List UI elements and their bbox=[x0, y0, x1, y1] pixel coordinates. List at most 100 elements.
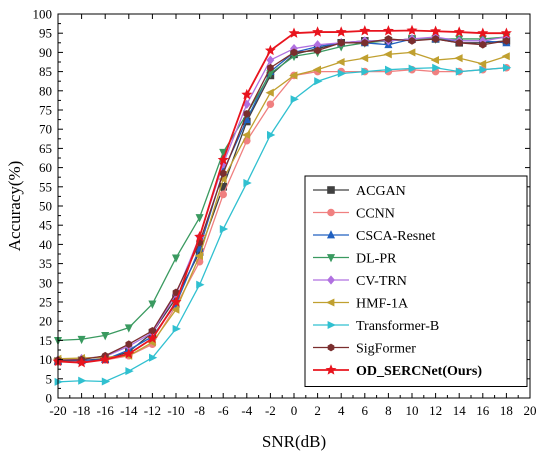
y-tick-label: 30 bbox=[39, 275, 52, 290]
y-tick-label: 75 bbox=[39, 103, 52, 118]
data-point bbox=[430, 56, 440, 65]
series-line bbox=[57, 67, 507, 383]
data-point bbox=[78, 376, 87, 385]
y-tick-label: 100 bbox=[33, 7, 53, 22]
data-point bbox=[454, 54, 463, 63]
x-tick-label: 0 bbox=[291, 403, 298, 418]
legend-entry: CSCA-Resnet bbox=[313, 229, 435, 244]
y-tick-label: 65 bbox=[39, 141, 52, 156]
data-point bbox=[314, 46, 321, 55]
series-line bbox=[57, 51, 507, 360]
data-point bbox=[172, 288, 180, 297]
data-point bbox=[407, 48, 416, 57]
data-point bbox=[453, 26, 465, 37]
data-point bbox=[477, 59, 487, 68]
data-point bbox=[219, 190, 228, 199]
y-tick-label: 5 bbox=[46, 371, 53, 386]
data-point bbox=[148, 300, 157, 309]
x-tick-label: 6 bbox=[362, 403, 369, 418]
data-point bbox=[124, 324, 133, 333]
data-point bbox=[170, 296, 182, 307]
data-point bbox=[432, 35, 439, 43]
data-point bbox=[335, 26, 347, 37]
x-tick-label: -12 bbox=[144, 403, 161, 418]
y-tick-label: 20 bbox=[39, 314, 52, 329]
x-tick-label: -8 bbox=[194, 403, 205, 418]
data-point bbox=[194, 230, 206, 242]
data-point bbox=[383, 50, 392, 59]
legend-entry: SigFormer bbox=[313, 342, 416, 357]
series-line bbox=[57, 38, 507, 362]
y-tick-label: 60 bbox=[39, 160, 52, 175]
data-point bbox=[171, 254, 181, 263]
x-tick-label: -10 bbox=[167, 403, 184, 418]
legend: ACGAN CCNN CSCA-Resnet DL-PR CV-TRN HMF-1A Tra… bbox=[304, 175, 528, 387]
legend-label: CSCA-Resnet bbox=[356, 229, 435, 244]
x-tick-label: -14 bbox=[120, 403, 138, 418]
legend-label: Transformer-B bbox=[356, 319, 439, 334]
legend-label: CV-TRN bbox=[356, 274, 407, 289]
data-point bbox=[195, 214, 204, 223]
axes-layer: -20 -18 -16 -14 -12 -10 -8 -6 -4 -2 0 2 4 6 8 10 12 14 16 1… bbox=[33, 7, 537, 419]
data-point bbox=[359, 25, 371, 36]
x-tick-label: -18 bbox=[73, 403, 90, 418]
data-point bbox=[290, 48, 298, 57]
data-point bbox=[264, 44, 276, 56]
data-point bbox=[408, 64, 417, 73]
data-point bbox=[125, 340, 133, 349]
x-axis-title: SNR(dB) bbox=[262, 432, 326, 451]
data-point bbox=[501, 52, 510, 61]
x-tick-label: 20 bbox=[524, 403, 537, 418]
data-point bbox=[432, 63, 441, 72]
legend-entry: OD_SERCNet(Ours) bbox=[313, 364, 482, 379]
series-hmf-1a bbox=[53, 48, 510, 363]
x-tick-label: -16 bbox=[97, 403, 115, 418]
data-point bbox=[503, 37, 510, 45]
x-tick-label: 8 bbox=[385, 403, 392, 418]
data-point bbox=[290, 95, 299, 104]
legend-marker bbox=[326, 298, 335, 307]
legend-label: CCNN bbox=[356, 207, 395, 222]
y-axis-title: Accuracy(%) bbox=[5, 161, 24, 252]
data-point bbox=[243, 109, 251, 118]
x-tick-label: -20 bbox=[49, 403, 66, 418]
legend-label: DL-PR bbox=[356, 252, 397, 267]
legend-marker bbox=[327, 275, 335, 285]
x-tick-label: -4 bbox=[241, 403, 252, 418]
legend-marker bbox=[327, 186, 335, 194]
y-tick-label: 80 bbox=[39, 83, 52, 98]
data-point bbox=[171, 305, 180, 314]
data-point bbox=[312, 26, 324, 37]
legend-box bbox=[304, 175, 528, 387]
x-tick-label: -2 bbox=[265, 403, 276, 418]
data-point bbox=[99, 353, 111, 365]
legend-marker bbox=[327, 208, 335, 217]
data-point bbox=[289, 71, 298, 80]
x-tick-label: 14 bbox=[453, 403, 467, 418]
y-tick-label: 35 bbox=[39, 256, 52, 271]
y-tick-label: 50 bbox=[39, 199, 52, 214]
data-point bbox=[76, 356, 88, 368]
data-point bbox=[241, 130, 251, 139]
legend-entry: CCNN bbox=[313, 207, 395, 222]
data-point bbox=[219, 225, 229, 234]
y-tick-label: 95 bbox=[39, 26, 52, 41]
data-point bbox=[312, 65, 322, 74]
data-point bbox=[500, 27, 512, 38]
series-line bbox=[57, 29, 507, 364]
data-point bbox=[267, 63, 274, 72]
y-tick-label: 85 bbox=[39, 64, 52, 79]
data-point bbox=[288, 27, 300, 38]
data-point bbox=[337, 69, 347, 78]
data-point bbox=[455, 38, 463, 47]
x-tick-label: 12 bbox=[429, 403, 442, 418]
legend-marker bbox=[325, 364, 337, 375]
x-tick-label: 4 bbox=[338, 403, 345, 418]
y-tick-label: 55 bbox=[39, 179, 52, 194]
y-tick-label: 10 bbox=[39, 352, 52, 367]
legend-label: ACGAN bbox=[356, 184, 406, 199]
data-point bbox=[337, 38, 345, 47]
x-tick-label: -6 bbox=[218, 403, 229, 418]
legend-entry: DL-PR bbox=[313, 252, 397, 267]
data-point bbox=[408, 37, 416, 45]
